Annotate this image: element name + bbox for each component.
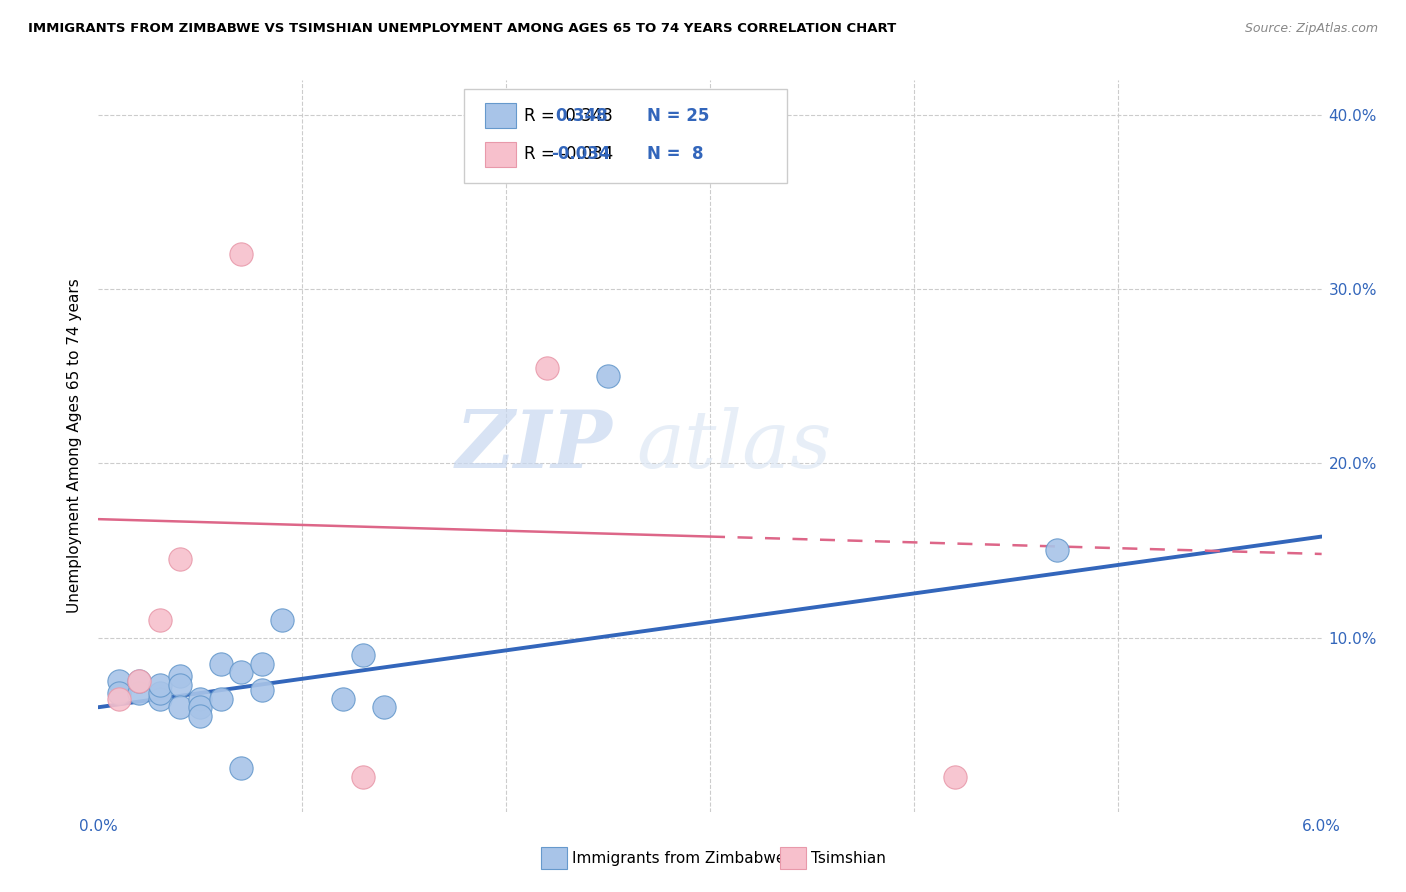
Text: N = 25: N = 25 <box>647 107 709 125</box>
Point <box>352 648 374 662</box>
Point <box>108 686 131 700</box>
Point <box>209 691 232 706</box>
Point <box>250 657 273 671</box>
Point <box>352 770 374 784</box>
Point <box>209 657 232 671</box>
Point <box>231 247 253 261</box>
Point <box>332 691 354 706</box>
Point <box>128 674 150 689</box>
Point <box>598 369 620 384</box>
Point <box>128 674 150 689</box>
Text: N =  8: N = 8 <box>647 145 703 163</box>
Point <box>108 674 131 689</box>
Y-axis label: Unemployment Among Ages 65 to 74 years: Unemployment Among Ages 65 to 74 years <box>67 278 83 614</box>
Point <box>373 700 395 714</box>
Point <box>943 770 966 784</box>
Text: Immigrants from Zimbabwe: Immigrants from Zimbabwe <box>572 851 786 865</box>
Text: R =  0.348: R = 0.348 <box>524 107 613 125</box>
Point <box>188 691 212 706</box>
Point <box>231 665 253 680</box>
Point <box>169 669 191 683</box>
Text: atlas: atlas <box>637 408 832 484</box>
Text: R = -0.034: R = -0.034 <box>524 145 613 163</box>
Point <box>169 700 191 714</box>
Text: ZIP: ZIP <box>456 408 612 484</box>
Point <box>536 360 558 375</box>
Point <box>149 686 172 700</box>
Point <box>188 700 212 714</box>
Point <box>270 613 292 627</box>
Point <box>149 613 172 627</box>
Text: Tsimshian: Tsimshian <box>811 851 886 865</box>
Point <box>149 691 172 706</box>
Text: IMMIGRANTS FROM ZIMBABWE VS TSIMSHIAN UNEMPLOYMENT AMONG AGES 65 TO 74 YEARS COR: IMMIGRANTS FROM ZIMBABWE VS TSIMSHIAN UN… <box>28 22 897 36</box>
Text: -0.034: -0.034 <box>551 145 610 163</box>
Point <box>128 686 150 700</box>
Text: Source: ZipAtlas.com: Source: ZipAtlas.com <box>1244 22 1378 36</box>
Point <box>149 677 172 691</box>
Text: 0.348: 0.348 <box>555 107 607 125</box>
Point <box>1045 543 1069 558</box>
Point <box>108 691 131 706</box>
Point <box>250 682 273 697</box>
Point <box>231 761 253 775</box>
Point <box>169 677 191 691</box>
Point <box>169 552 191 566</box>
Point <box>188 709 212 723</box>
